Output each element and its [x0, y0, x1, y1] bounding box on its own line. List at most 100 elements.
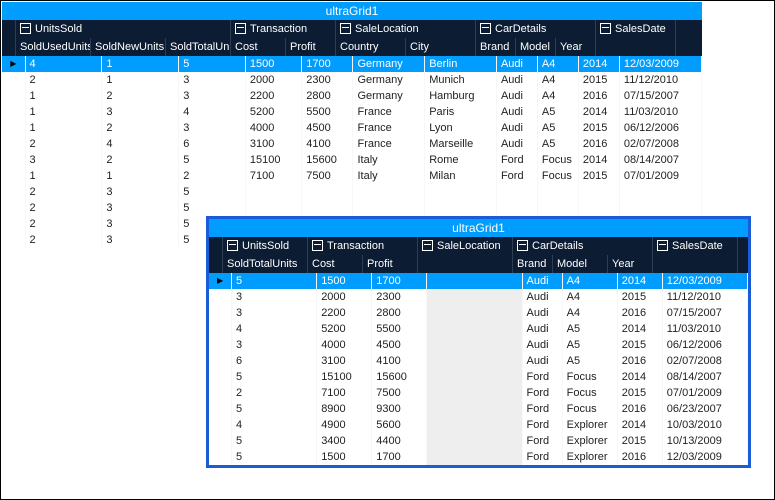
table-row[interactable]: 21320002300GermanyMunichAudiA4201511/12/…	[2, 72, 702, 88]
cell-soldUsedUnits[interactable]: 4	[25, 56, 102, 72]
collapse-icon[interactable]	[235, 23, 246, 34]
cell-cost[interactable]: 5200	[317, 321, 372, 337]
cell-model[interactable]: A4	[537, 88, 578, 104]
cell-soldUsedUnits[interactable]: 2	[25, 136, 102, 152]
cell-date[interactable]	[619, 184, 701, 200]
cell-date[interactable]: 07/15/2007	[619, 88, 701, 104]
cell-cost[interactable]: 15100	[317, 369, 372, 385]
cell-date[interactable]: 11/12/2010	[619, 72, 701, 88]
column-group-transaction[interactable]: Transaction	[231, 20, 336, 38]
cell-model[interactable]: A5	[537, 120, 578, 136]
cell-year[interactable]: 2016	[617, 449, 662, 465]
column-header-cost[interactable]: Cost	[231, 38, 286, 56]
cell-cost[interactable]: 7100	[245, 168, 301, 184]
cell-soldTotalUnits[interactable]: 5	[179, 56, 246, 72]
cell-model[interactable]: A4	[562, 289, 617, 305]
cell-brand[interactable]: Ford	[522, 369, 562, 385]
column-header-blank[interactable]	[418, 255, 513, 273]
cell-year[interactable]: 2016	[617, 305, 662, 321]
table-row[interactable]: 24631004100FranceMarseilleAudiA5201602/0…	[2, 136, 702, 152]
cell-soldNewUnits[interactable]: 1	[102, 72, 179, 88]
cell-brand[interactable]: Audi	[522, 337, 562, 353]
cell-cost[interactable]: 3400	[317, 433, 372, 449]
cell-year[interactable]: 2016	[617, 353, 662, 369]
cell-profit[interactable]: 7500	[302, 168, 353, 184]
cell-blank[interactable]	[427, 433, 522, 449]
table-row[interactable]: 51510015600FordFocus201408/14/2007	[209, 369, 748, 385]
collapse-icon[interactable]	[340, 23, 351, 34]
table-row[interactable]: 13452005500FranceParisAudiA5201411/03/20…	[2, 104, 702, 120]
ultragrid-back[interactable]: ultraGrid1UnitsSoldTransactionSaleLocati…	[2, 2, 702, 248]
column-header-date[interactable]	[653, 255, 738, 273]
cell-year[interactable]: 2014	[578, 56, 619, 72]
cell-soldTotalUnits[interactable]: 5	[232, 449, 317, 465]
cell-soldTotalUnits[interactable]: 6	[179, 136, 246, 152]
cell-soldTotalUnits[interactable]: 4	[232, 321, 317, 337]
cell-profit[interactable]: 4100	[302, 136, 353, 152]
cell-model[interactable]	[537, 200, 578, 216]
cell-soldNewUnits[interactable]: 3	[102, 104, 179, 120]
cell-soldTotalUnits[interactable]: 5	[232, 369, 317, 385]
cell-brand[interactable]: Audi	[522, 273, 562, 289]
cell-soldNewUnits[interactable]: 2	[102, 120, 179, 136]
cell-year[interactable]: 2016	[578, 136, 619, 152]
cell-cost[interactable]: 1500	[245, 56, 301, 72]
table-row[interactable]: 452005500AudiA5201411/03/2010	[209, 321, 748, 337]
cell-date[interactable]: 12/03/2009	[662, 449, 747, 465]
cell-brand[interactable]: Audi	[496, 56, 537, 72]
cell-brand[interactable]: Ford	[522, 417, 562, 433]
grid-body[interactable]: 515001700AudiA4201412/03/2009320002300Au…	[209, 273, 748, 465]
cell-profit[interactable]	[302, 200, 353, 216]
cell-brand[interactable]	[496, 200, 537, 216]
cell-soldTotalUnits[interactable]: 5	[232, 433, 317, 449]
cell-cost[interactable]: 7100	[317, 385, 372, 401]
cell-model[interactable]: A5	[562, 321, 617, 337]
cell-cost[interactable]: 2200	[245, 88, 301, 104]
cell-year[interactable]: 2015	[617, 385, 662, 401]
cell-profit[interactable]: 15600	[372, 369, 427, 385]
table-row[interactable]: 320002300AudiA4201511/12/2010	[209, 289, 748, 305]
cell-blank[interactable]	[427, 273, 522, 289]
column-header-profit[interactable]: Profit	[363, 255, 418, 273]
column-header-cost[interactable]: Cost	[308, 255, 363, 273]
table-row[interactable]: 235	[2, 184, 702, 200]
cell-cost[interactable]: 5200	[245, 104, 301, 120]
table-row[interactable]: 322002800AudiA4201607/15/2007	[209, 305, 748, 321]
cell-profit[interactable]: 1700	[302, 56, 353, 72]
cell-profit[interactable]: 5500	[372, 321, 427, 337]
cell-blank[interactable]	[427, 369, 522, 385]
cell-year[interactable]: 2014	[617, 417, 662, 433]
cell-city[interactable]	[425, 184, 497, 200]
cell-brand[interactable]: Ford	[496, 152, 537, 168]
cell-profit[interactable]: 4100	[372, 353, 427, 369]
column-header-year[interactable]: Year	[556, 38, 596, 56]
collapse-icon[interactable]	[312, 240, 323, 251]
table-row[interactable]: 449005600FordExplorer201410/03/2010	[209, 417, 748, 433]
cell-brand[interactable]	[496, 184, 537, 200]
cell-cost[interactable]: 3100	[245, 136, 301, 152]
cell-city[interactable]: Munich	[425, 72, 497, 88]
cell-soldUsedUnits[interactable]: 1	[25, 168, 102, 184]
cell-date[interactable]: 06/12/2006	[662, 337, 747, 353]
collapse-icon[interactable]	[600, 23, 611, 34]
cell-model[interactable]: A5	[562, 337, 617, 353]
table-row[interactable]: 271007500FordFocus201507/01/2009	[209, 385, 748, 401]
column-header-year[interactable]: Year	[608, 255, 653, 273]
collapse-icon[interactable]	[517, 240, 528, 251]
cell-profit[interactable]: 2300	[302, 72, 353, 88]
cell-brand[interactable]: Audi	[522, 321, 562, 337]
cell-blank[interactable]	[427, 321, 522, 337]
column-header-country[interactable]: Country	[336, 38, 406, 56]
column-group-unitsSold[interactable]: UnitsSold	[223, 237, 308, 255]
cell-cost[interactable]: 2000	[317, 289, 372, 305]
cell-city[interactable]: Milan	[425, 168, 497, 184]
cell-city[interactable]: Marseille	[425, 136, 497, 152]
cell-blank[interactable]	[427, 305, 522, 321]
cell-date[interactable]: 06/23/2007	[662, 401, 747, 417]
cell-brand[interactable]: Audi	[522, 289, 562, 305]
cell-brand[interactable]: Audi	[496, 104, 537, 120]
cell-date[interactable]: 06/12/2006	[619, 120, 701, 136]
cell-year[interactable]: 2014	[578, 104, 619, 120]
cell-brand[interactable]: Audi	[522, 305, 562, 321]
cell-soldTotalUnits[interactable]: 3	[179, 72, 246, 88]
